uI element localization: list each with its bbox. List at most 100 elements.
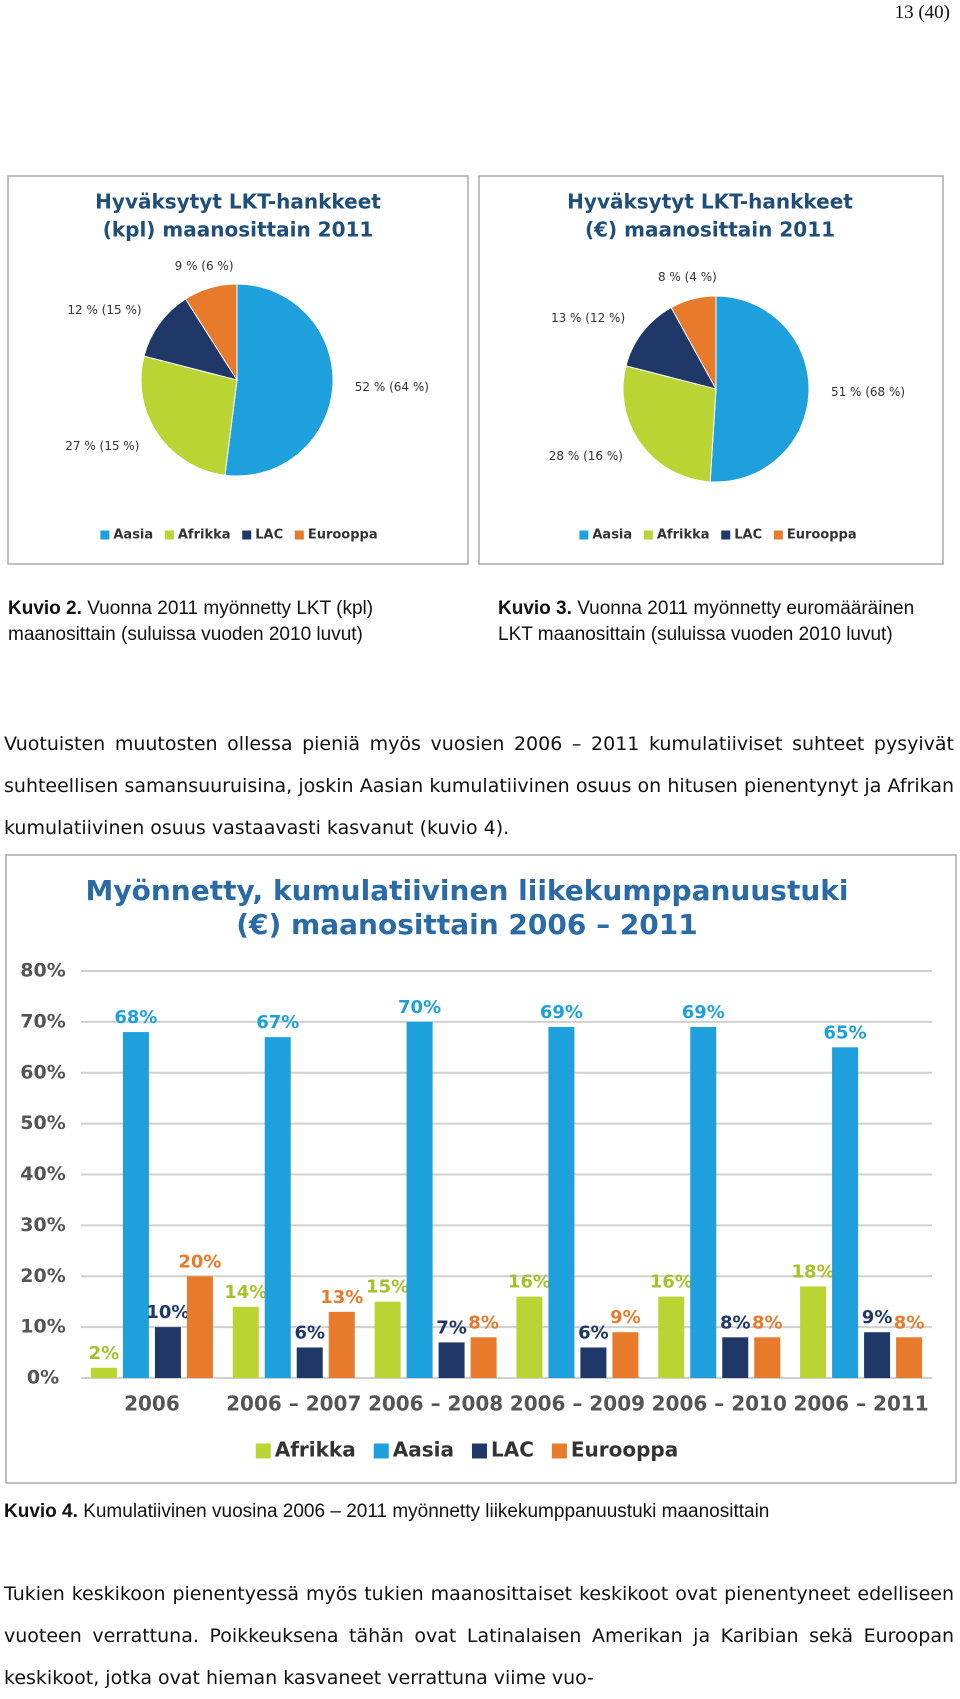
data-label: 69%: [682, 1002, 725, 1023]
bar: [580, 1347, 607, 1378]
y-tick-label: 10%: [20, 1316, 65, 1338]
data-label: 27 % (15 %): [65, 439, 139, 453]
legend-label: LAC: [491, 1438, 534, 1462]
legend-label: Afrikka: [178, 528, 231, 543]
caption-label: Kuvio 4.: [4, 1501, 78, 1522]
data-label: 20%: [178, 1251, 221, 1272]
x-tick-label: 2006: [124, 1392, 180, 1416]
data-label: 9%: [610, 1307, 641, 1328]
bar: [122, 1032, 149, 1378]
x-tick-label: 2006 – 2007: [226, 1392, 361, 1416]
data-label: 7%: [436, 1317, 467, 1338]
bar: [406, 1021, 433, 1378]
caption: Kuvio 2. Vuonna 2011 myönnetty LKT (kpl)…: [8, 596, 448, 648]
data-label: 13%: [320, 1287, 363, 1308]
data-label: 2%: [89, 1343, 120, 1364]
data-label: 52 % (64 %): [355, 380, 429, 394]
data-label: 10%: [146, 1302, 189, 1323]
chart-title: Hyväksytyt LKT-hankkeet: [567, 190, 853, 214]
legend-swatch: [294, 530, 304, 540]
legend-label: Eurooppa: [308, 528, 378, 543]
y-tick-label: 20%: [20, 1265, 65, 1287]
data-label: 18%: [792, 1261, 835, 1282]
legend-label: Afrikka: [657, 528, 710, 543]
legend-swatch: [471, 1443, 487, 1459]
legend-label: Afrikka: [275, 1438, 356, 1462]
legend-swatch: [242, 530, 252, 540]
caption: Kuvio 4. Kumulatiivinen vuosina 2006 – 2…: [4, 1499, 954, 1525]
bar: [548, 1026, 575, 1378]
pie-slice: [625, 306, 717, 390]
paragraph: Vuotuisten muutosten ollessa pieniä myös…: [4, 733, 954, 839]
pie-slice: [140, 355, 238, 476]
chart-title: (€) maanosittain 2006 – 2011: [236, 908, 698, 941]
bar: [690, 1026, 717, 1378]
data-label: 14%: [224, 1282, 267, 1303]
bar: [612, 1332, 639, 1378]
legend-swatch: [100, 530, 110, 540]
chart-title: Myönnetty, kumulatiivinen liikekumppanuu…: [86, 874, 849, 907]
legend-label: Aasia: [393, 1438, 454, 1462]
data-label: 69%: [540, 1002, 583, 1023]
bar: [658, 1296, 685, 1378]
y-tick-label: 60%: [20, 1061, 65, 1083]
bar: [864, 1332, 891, 1378]
data-label: 68%: [114, 1007, 157, 1028]
bar: [516, 1296, 543, 1378]
bar: [264, 1037, 291, 1378]
data-label: 8%: [894, 1312, 925, 1333]
legend-swatch: [373, 1443, 389, 1459]
pie-slice: [224, 283, 334, 477]
x-tick-label: 2006 – 2010: [652, 1392, 787, 1416]
x-tick-label: 2006 – 2008: [368, 1392, 503, 1416]
data-label: 8%: [468, 1312, 499, 1333]
data-label: 65%: [824, 1022, 867, 1043]
pie-slice: [709, 295, 810, 483]
bar: [438, 1342, 465, 1378]
legend-swatch: [551, 1443, 567, 1459]
y-tick-label: 30%: [20, 1214, 65, 1236]
legend-swatch: [721, 530, 731, 540]
bar: [470, 1337, 497, 1378]
legend-label: Eurooppa: [571, 1438, 678, 1462]
pie-slice: [184, 283, 238, 382]
legend-label: LAC: [734, 528, 762, 543]
bar: [896, 1337, 923, 1378]
chart-title: Hyväksytyt LKT-hankkeet: [95, 190, 381, 214]
bar: [154, 1327, 181, 1378]
legend-swatch: [255, 1443, 271, 1459]
x-tick-label: 2006 – 2009: [510, 1392, 645, 1416]
data-label: 6%: [294, 1322, 325, 1343]
caption-label: Kuvio 3.: [498, 598, 572, 619]
legend-label: Eurooppa: [787, 528, 857, 543]
data-label: 8%: [720, 1312, 751, 1333]
data-label: 16%: [650, 1272, 693, 1293]
bar: [832, 1047, 859, 1378]
bar: [374, 1301, 401, 1378]
legend-swatch: [643, 530, 653, 540]
y-tick-label: 80%: [20, 960, 65, 982]
data-label: 9%: [862, 1307, 893, 1328]
y-tick-label: 40%: [20, 1163, 65, 1185]
pie-slice: [143, 298, 239, 381]
legend-swatch: [579, 530, 589, 540]
y-tick-label: 50%: [20, 1112, 65, 1134]
legend-label: LAC: [255, 528, 283, 543]
x-tick-label: 2006 – 2011: [793, 1392, 928, 1416]
legend-label: Aasia: [113, 528, 153, 543]
data-label: 8 % (4 %): [658, 270, 717, 284]
caption-label: Kuvio 2.: [8, 598, 82, 619]
data-label: 51 % (68 %): [831, 385, 905, 399]
data-label: 9 % (6 %): [175, 259, 234, 273]
data-label: 15%: [366, 1277, 409, 1298]
legend-swatch: [164, 530, 174, 540]
y-tick-label: 0%: [27, 1367, 59, 1389]
data-label: 12 % (15 %): [67, 303, 141, 317]
legend-label: Aasia: [592, 528, 632, 543]
y-tick-label: 70%: [20, 1010, 65, 1032]
legend-swatch: [773, 530, 783, 540]
chart-title: (kpl) maanosittain 2011: [103, 218, 374, 242]
paragraph: Tukien keskikoon pienentyessä myös tukie…: [4, 1583, 954, 1689]
